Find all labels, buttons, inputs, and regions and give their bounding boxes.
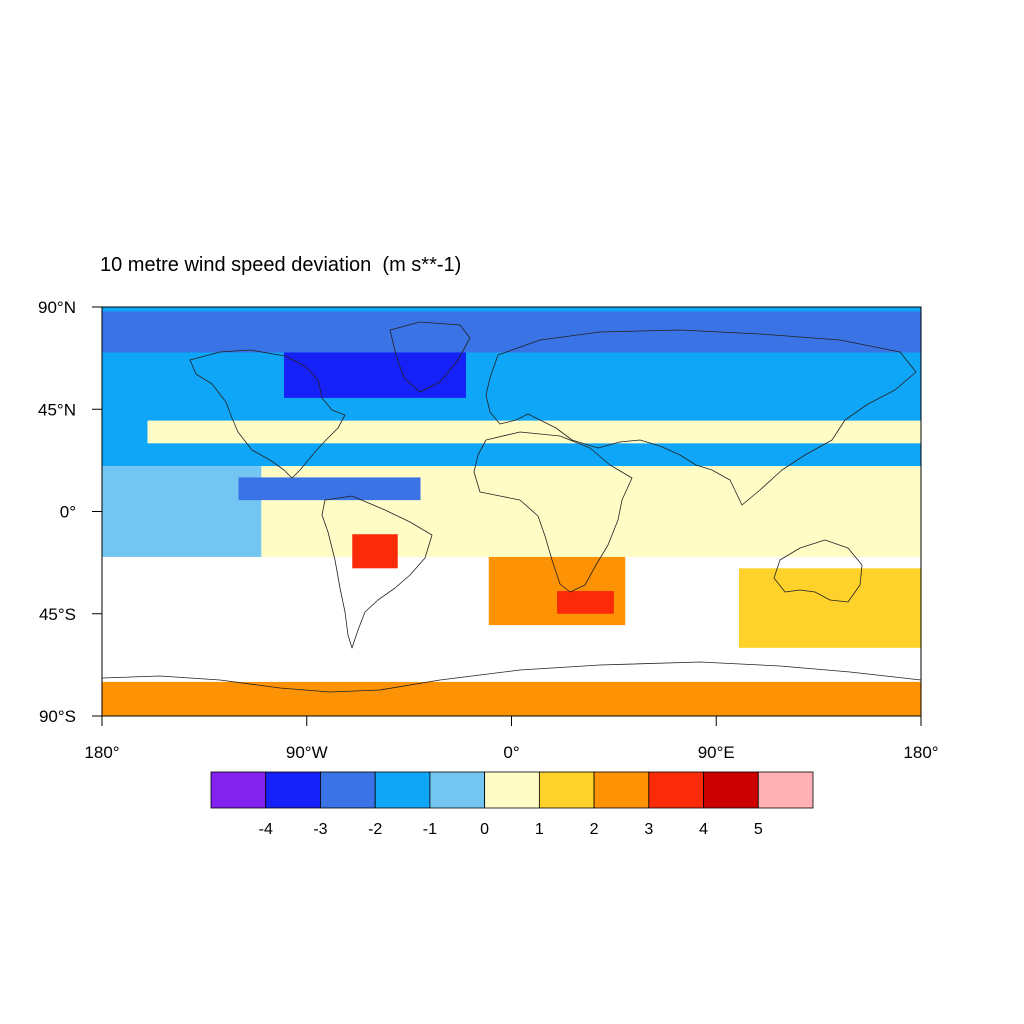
colorbar-swatch: [320, 771, 376, 809]
map-axes: 180° 90°W 0° 90°E 180° 90°N 45°N 0° 45°S 90°S: [38, 298, 939, 762]
x-tick-label: 0°: [503, 743, 519, 762]
eurasia-coastline: [485, 329, 917, 506]
colorbar-swatch: [648, 771, 704, 809]
y-tick-label: 45°N: [38, 400, 76, 419]
colorbar-label: -1: [423, 821, 437, 838]
south-america-coastline: [321, 495, 433, 649]
coastlines: [102, 321, 921, 693]
colorbar-label: 3: [644, 821, 653, 838]
colorbar-label: -4: [259, 821, 273, 838]
x-tick-label: 180°: [903, 743, 938, 762]
deviation-region: [102, 681, 921, 716]
colorbar-label: 5: [754, 821, 763, 838]
north-america-coastline: [189, 349, 346, 479]
map-title: 10 metre wind speed deviation (m s**-1): [100, 254, 461, 277]
deviation-region: [238, 477, 421, 501]
deviation-region: [102, 311, 921, 353]
colorbar-swatch: [757, 771, 814, 809]
y-tick-label: 90°N: [38, 298, 76, 317]
title-text: 10 metre wind speed deviation: [100, 254, 372, 276]
colorbar-swatch: [210, 771, 267, 809]
deviation-region: [352, 534, 398, 569]
colorbar-label: 0: [480, 821, 489, 838]
deviation-region: [102, 466, 262, 557]
antarctica-coastline: [102, 661, 921, 693]
colorbar-swatch: [265, 771, 321, 809]
deviation-region: [557, 591, 614, 614]
colorbar-swatch: [484, 771, 540, 809]
colorbar-swatch: [593, 771, 650, 809]
x-tick-label: 180°: [84, 743, 119, 762]
greenland-coastline: [389, 321, 471, 393]
colorbar-label: 2: [590, 821, 599, 838]
colorbar-swatch: [374, 771, 431, 809]
deviation-region: [284, 352, 466, 398]
x-tick-label: 90°E: [698, 743, 735, 762]
title-units: (m s**-1): [382, 254, 462, 276]
colorbar-label: 1: [535, 821, 544, 838]
colorbar-swatch: [703, 771, 759, 809]
wind-deviation-field: [102, 307, 921, 716]
x-tick-label: 90°W: [286, 743, 328, 762]
colorbar-label: -2: [368, 821, 382, 838]
y-tick-label: 0°: [60, 503, 76, 522]
y-tick-label: 90°S: [39, 707, 76, 726]
africa-coastline: [473, 431, 633, 593]
y-tick-label: 45°S: [39, 605, 76, 624]
colorbar-swatch: [538, 771, 595, 809]
colorbar-label: 4: [699, 821, 708, 838]
deviation-region: [147, 420, 921, 444]
colorbar: -4 -3 -2 -1 0 1 2 3 4 5: [210, 771, 814, 838]
colorbar-label: -3: [313, 821, 327, 838]
deviation-region: [739, 568, 921, 648]
colorbar-swatch: [429, 771, 486, 809]
australia-coastline: [773, 539, 863, 603]
